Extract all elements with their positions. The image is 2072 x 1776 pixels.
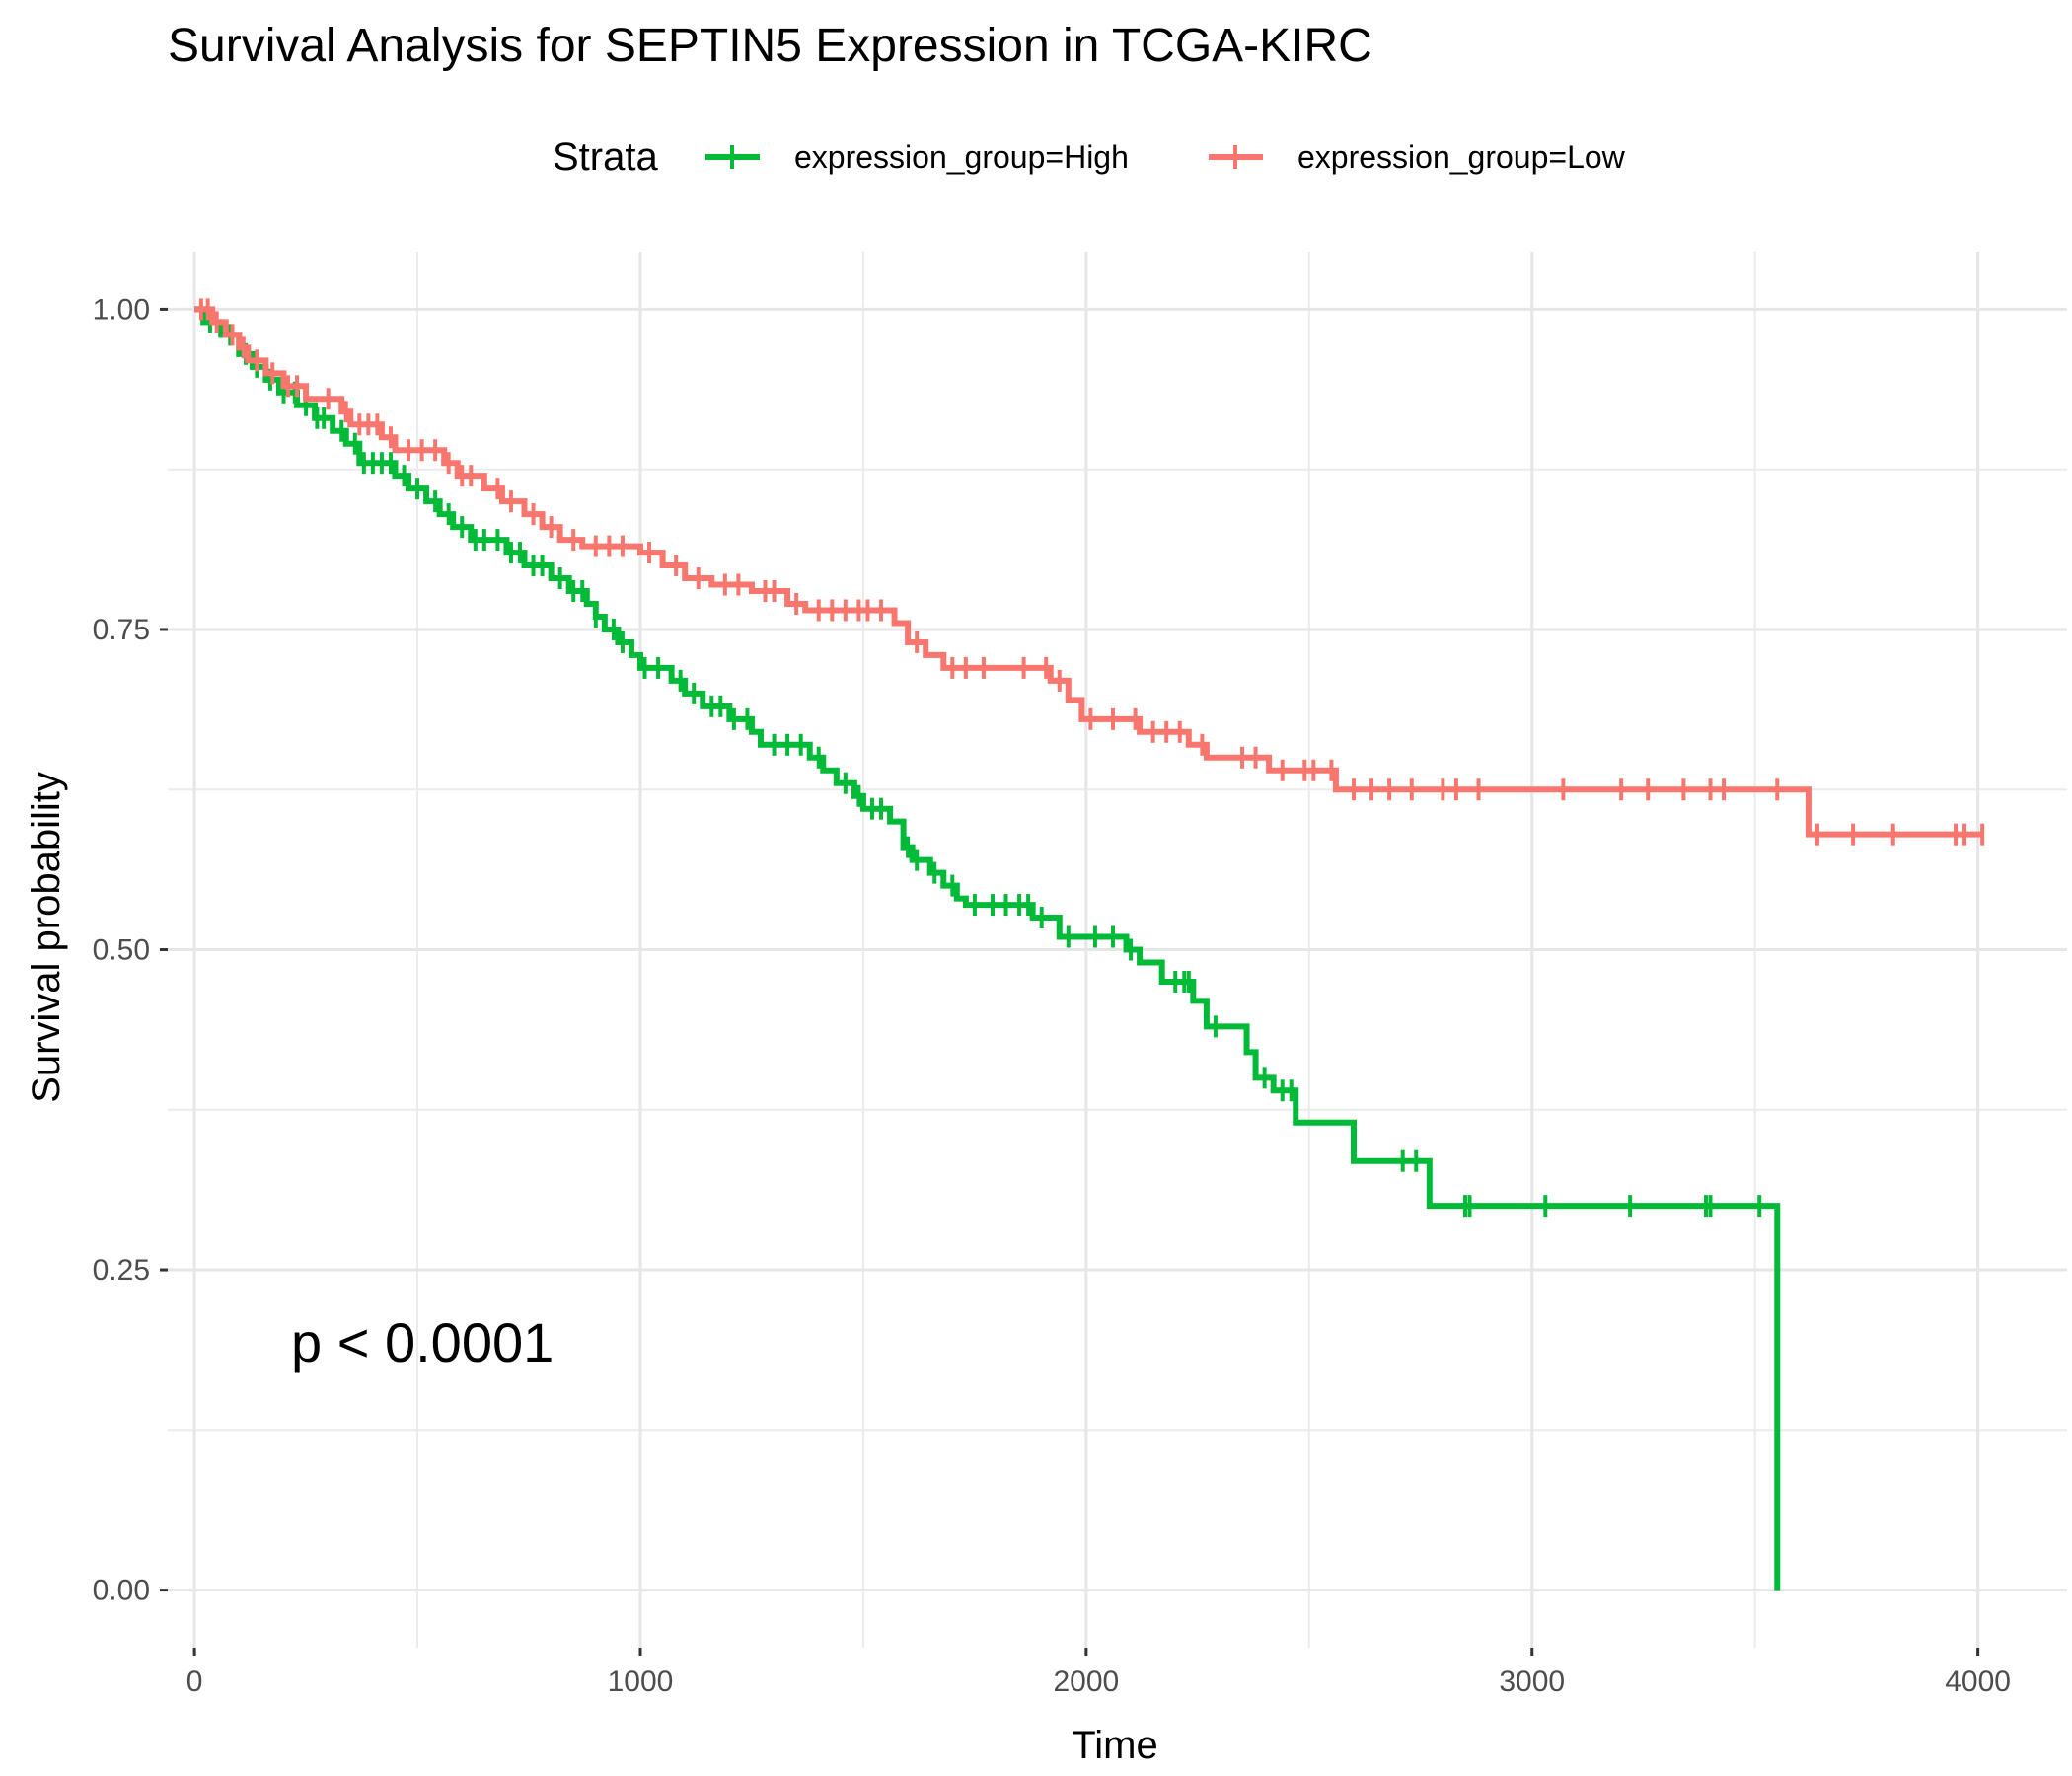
x-axis-title: Time bbox=[1072, 1724, 1157, 1767]
x-tick-label-2: 2000 bbox=[1053, 1665, 1119, 1698]
y-tick-label-2: 0.50 bbox=[93, 934, 150, 967]
axes: 0.00 0.25 0.50 0.75 1.00 0 1000 2000 3000 4000 bbox=[93, 293, 2011, 1698]
grid bbox=[168, 252, 2067, 1648]
x-tick-label-4: 4000 bbox=[1945, 1665, 2011, 1698]
x-tick-label-0: 0 bbox=[186, 1665, 203, 1698]
y-tick-label-3: 0.75 bbox=[93, 614, 150, 646]
legend: Strata expression_group=High expression_g… bbox=[553, 135, 1626, 179]
legend-items: expression_group=High expression_group=Lo… bbox=[705, 139, 1626, 175]
series-high bbox=[194, 306, 1781, 1591]
x-tick-label-3: 3000 bbox=[1499, 1665, 1565, 1698]
p-value-annotation: p < 0.0001 bbox=[291, 1311, 554, 1373]
survival-curve-1 bbox=[194, 306, 1983, 838]
legend-label-1: expression_group=Low bbox=[1297, 139, 1626, 175]
survival-curve-0 bbox=[194, 306, 1781, 1591]
y-tick-label-0: 0.00 bbox=[93, 1575, 150, 1607]
chart-title: Survival Analysis for SEPTIN5 Expression… bbox=[168, 20, 1372, 72]
series-low bbox=[194, 298, 1985, 846]
x-tick-label-1: 1000 bbox=[608, 1665, 674, 1698]
y-tick-label-4: 1.00 bbox=[93, 293, 150, 326]
y-tick-label-1: 0.25 bbox=[93, 1254, 150, 1287]
legend-label-0: expression_group=High bbox=[794, 139, 1129, 175]
curves bbox=[194, 298, 1985, 1591]
y-axis-title: Survival probability bbox=[25, 772, 68, 1103]
legend-title: Strata bbox=[553, 135, 658, 179]
